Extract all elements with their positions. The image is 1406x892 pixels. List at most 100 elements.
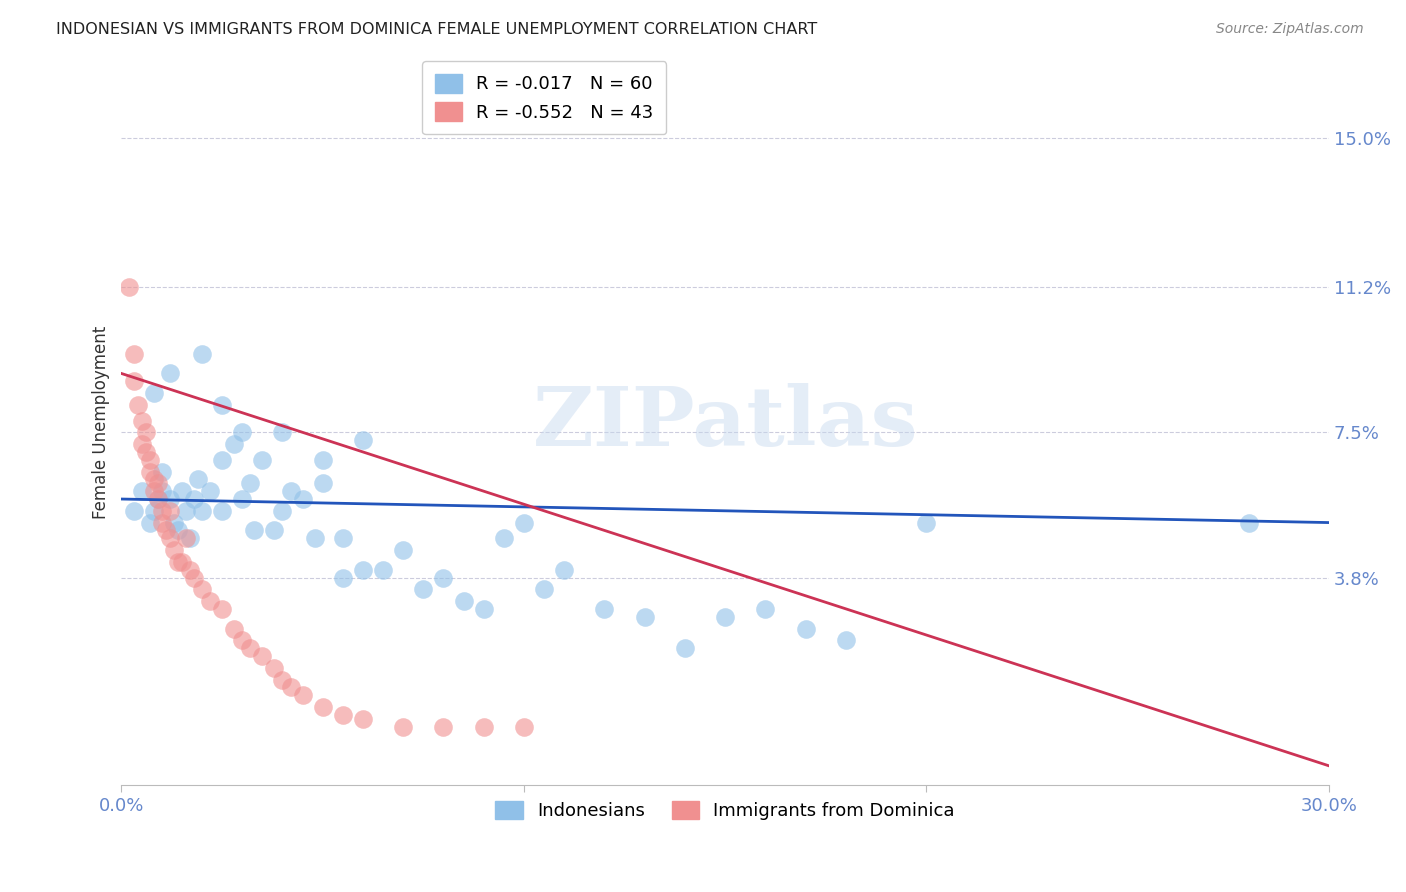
Point bbox=[271, 504, 294, 518]
Point bbox=[332, 570, 354, 584]
Point bbox=[174, 531, 197, 545]
Point bbox=[291, 688, 314, 702]
Point bbox=[159, 531, 181, 545]
Point bbox=[392, 720, 415, 734]
Point bbox=[492, 531, 515, 545]
Legend: Indonesians, Immigrants from Dominica: Indonesians, Immigrants from Dominica bbox=[485, 789, 966, 830]
Point bbox=[280, 681, 302, 695]
Point bbox=[312, 452, 335, 467]
Point bbox=[183, 570, 205, 584]
Point bbox=[243, 524, 266, 538]
Point bbox=[131, 413, 153, 427]
Point bbox=[593, 602, 616, 616]
Point bbox=[187, 472, 209, 486]
Point bbox=[127, 398, 149, 412]
Point bbox=[138, 452, 160, 467]
Point bbox=[634, 609, 657, 624]
Point bbox=[472, 720, 495, 734]
Text: ZIPatlas: ZIPatlas bbox=[533, 383, 918, 463]
Point bbox=[138, 465, 160, 479]
Point bbox=[166, 555, 188, 569]
Point bbox=[754, 602, 776, 616]
Point bbox=[163, 516, 186, 530]
Point bbox=[304, 531, 326, 545]
Point bbox=[312, 476, 335, 491]
Point bbox=[513, 720, 536, 734]
Point bbox=[138, 516, 160, 530]
Point bbox=[352, 563, 374, 577]
Point bbox=[191, 582, 214, 597]
Point bbox=[142, 484, 165, 499]
Point bbox=[432, 570, 454, 584]
Point bbox=[174, 504, 197, 518]
Text: INDONESIAN VS IMMIGRANTS FROM DOMINICA FEMALE UNEMPLOYMENT CORRELATION CHART: INDONESIAN VS IMMIGRANTS FROM DOMINICA F… bbox=[56, 22, 817, 37]
Point bbox=[146, 491, 169, 506]
Point bbox=[513, 516, 536, 530]
Point bbox=[163, 543, 186, 558]
Point bbox=[122, 375, 145, 389]
Point bbox=[332, 707, 354, 722]
Point bbox=[224, 622, 246, 636]
Point bbox=[142, 386, 165, 401]
Point bbox=[179, 563, 201, 577]
Point bbox=[453, 594, 475, 608]
Point bbox=[122, 504, 145, 518]
Point bbox=[211, 602, 233, 616]
Point bbox=[271, 425, 294, 440]
Point bbox=[135, 425, 157, 440]
Point bbox=[191, 347, 214, 361]
Point bbox=[211, 452, 233, 467]
Point bbox=[231, 425, 253, 440]
Y-axis label: Female Unemployment: Female Unemployment bbox=[93, 326, 110, 519]
Point bbox=[312, 700, 335, 714]
Point bbox=[915, 516, 938, 530]
Point bbox=[131, 484, 153, 499]
Point bbox=[714, 609, 737, 624]
Point bbox=[835, 633, 858, 648]
Point bbox=[146, 491, 169, 506]
Point bbox=[352, 712, 374, 726]
Point bbox=[155, 524, 177, 538]
Point bbox=[533, 582, 555, 597]
Point bbox=[142, 472, 165, 486]
Point bbox=[198, 594, 221, 608]
Point bbox=[392, 543, 415, 558]
Point bbox=[159, 367, 181, 381]
Point bbox=[224, 437, 246, 451]
Point bbox=[191, 504, 214, 518]
Point bbox=[252, 648, 274, 663]
Point bbox=[352, 433, 374, 447]
Point bbox=[673, 641, 696, 656]
Point bbox=[135, 445, 157, 459]
Point bbox=[239, 476, 262, 491]
Point bbox=[170, 555, 193, 569]
Point bbox=[291, 491, 314, 506]
Point bbox=[231, 491, 253, 506]
Point bbox=[122, 347, 145, 361]
Point bbox=[150, 516, 173, 530]
Point bbox=[412, 582, 434, 597]
Point bbox=[271, 673, 294, 687]
Point bbox=[263, 524, 285, 538]
Point bbox=[252, 452, 274, 467]
Point bbox=[371, 563, 394, 577]
Point bbox=[211, 398, 233, 412]
Point bbox=[142, 504, 165, 518]
Point bbox=[150, 465, 173, 479]
Text: Source: ZipAtlas.com: Source: ZipAtlas.com bbox=[1216, 22, 1364, 37]
Point bbox=[146, 476, 169, 491]
Point bbox=[332, 531, 354, 545]
Point bbox=[166, 524, 188, 538]
Point bbox=[198, 484, 221, 499]
Point bbox=[159, 491, 181, 506]
Point bbox=[179, 531, 201, 545]
Point bbox=[794, 622, 817, 636]
Point bbox=[553, 563, 575, 577]
Point bbox=[150, 504, 173, 518]
Point bbox=[183, 491, 205, 506]
Point bbox=[231, 633, 253, 648]
Point bbox=[263, 661, 285, 675]
Point bbox=[211, 504, 233, 518]
Point bbox=[118, 280, 141, 294]
Point bbox=[239, 641, 262, 656]
